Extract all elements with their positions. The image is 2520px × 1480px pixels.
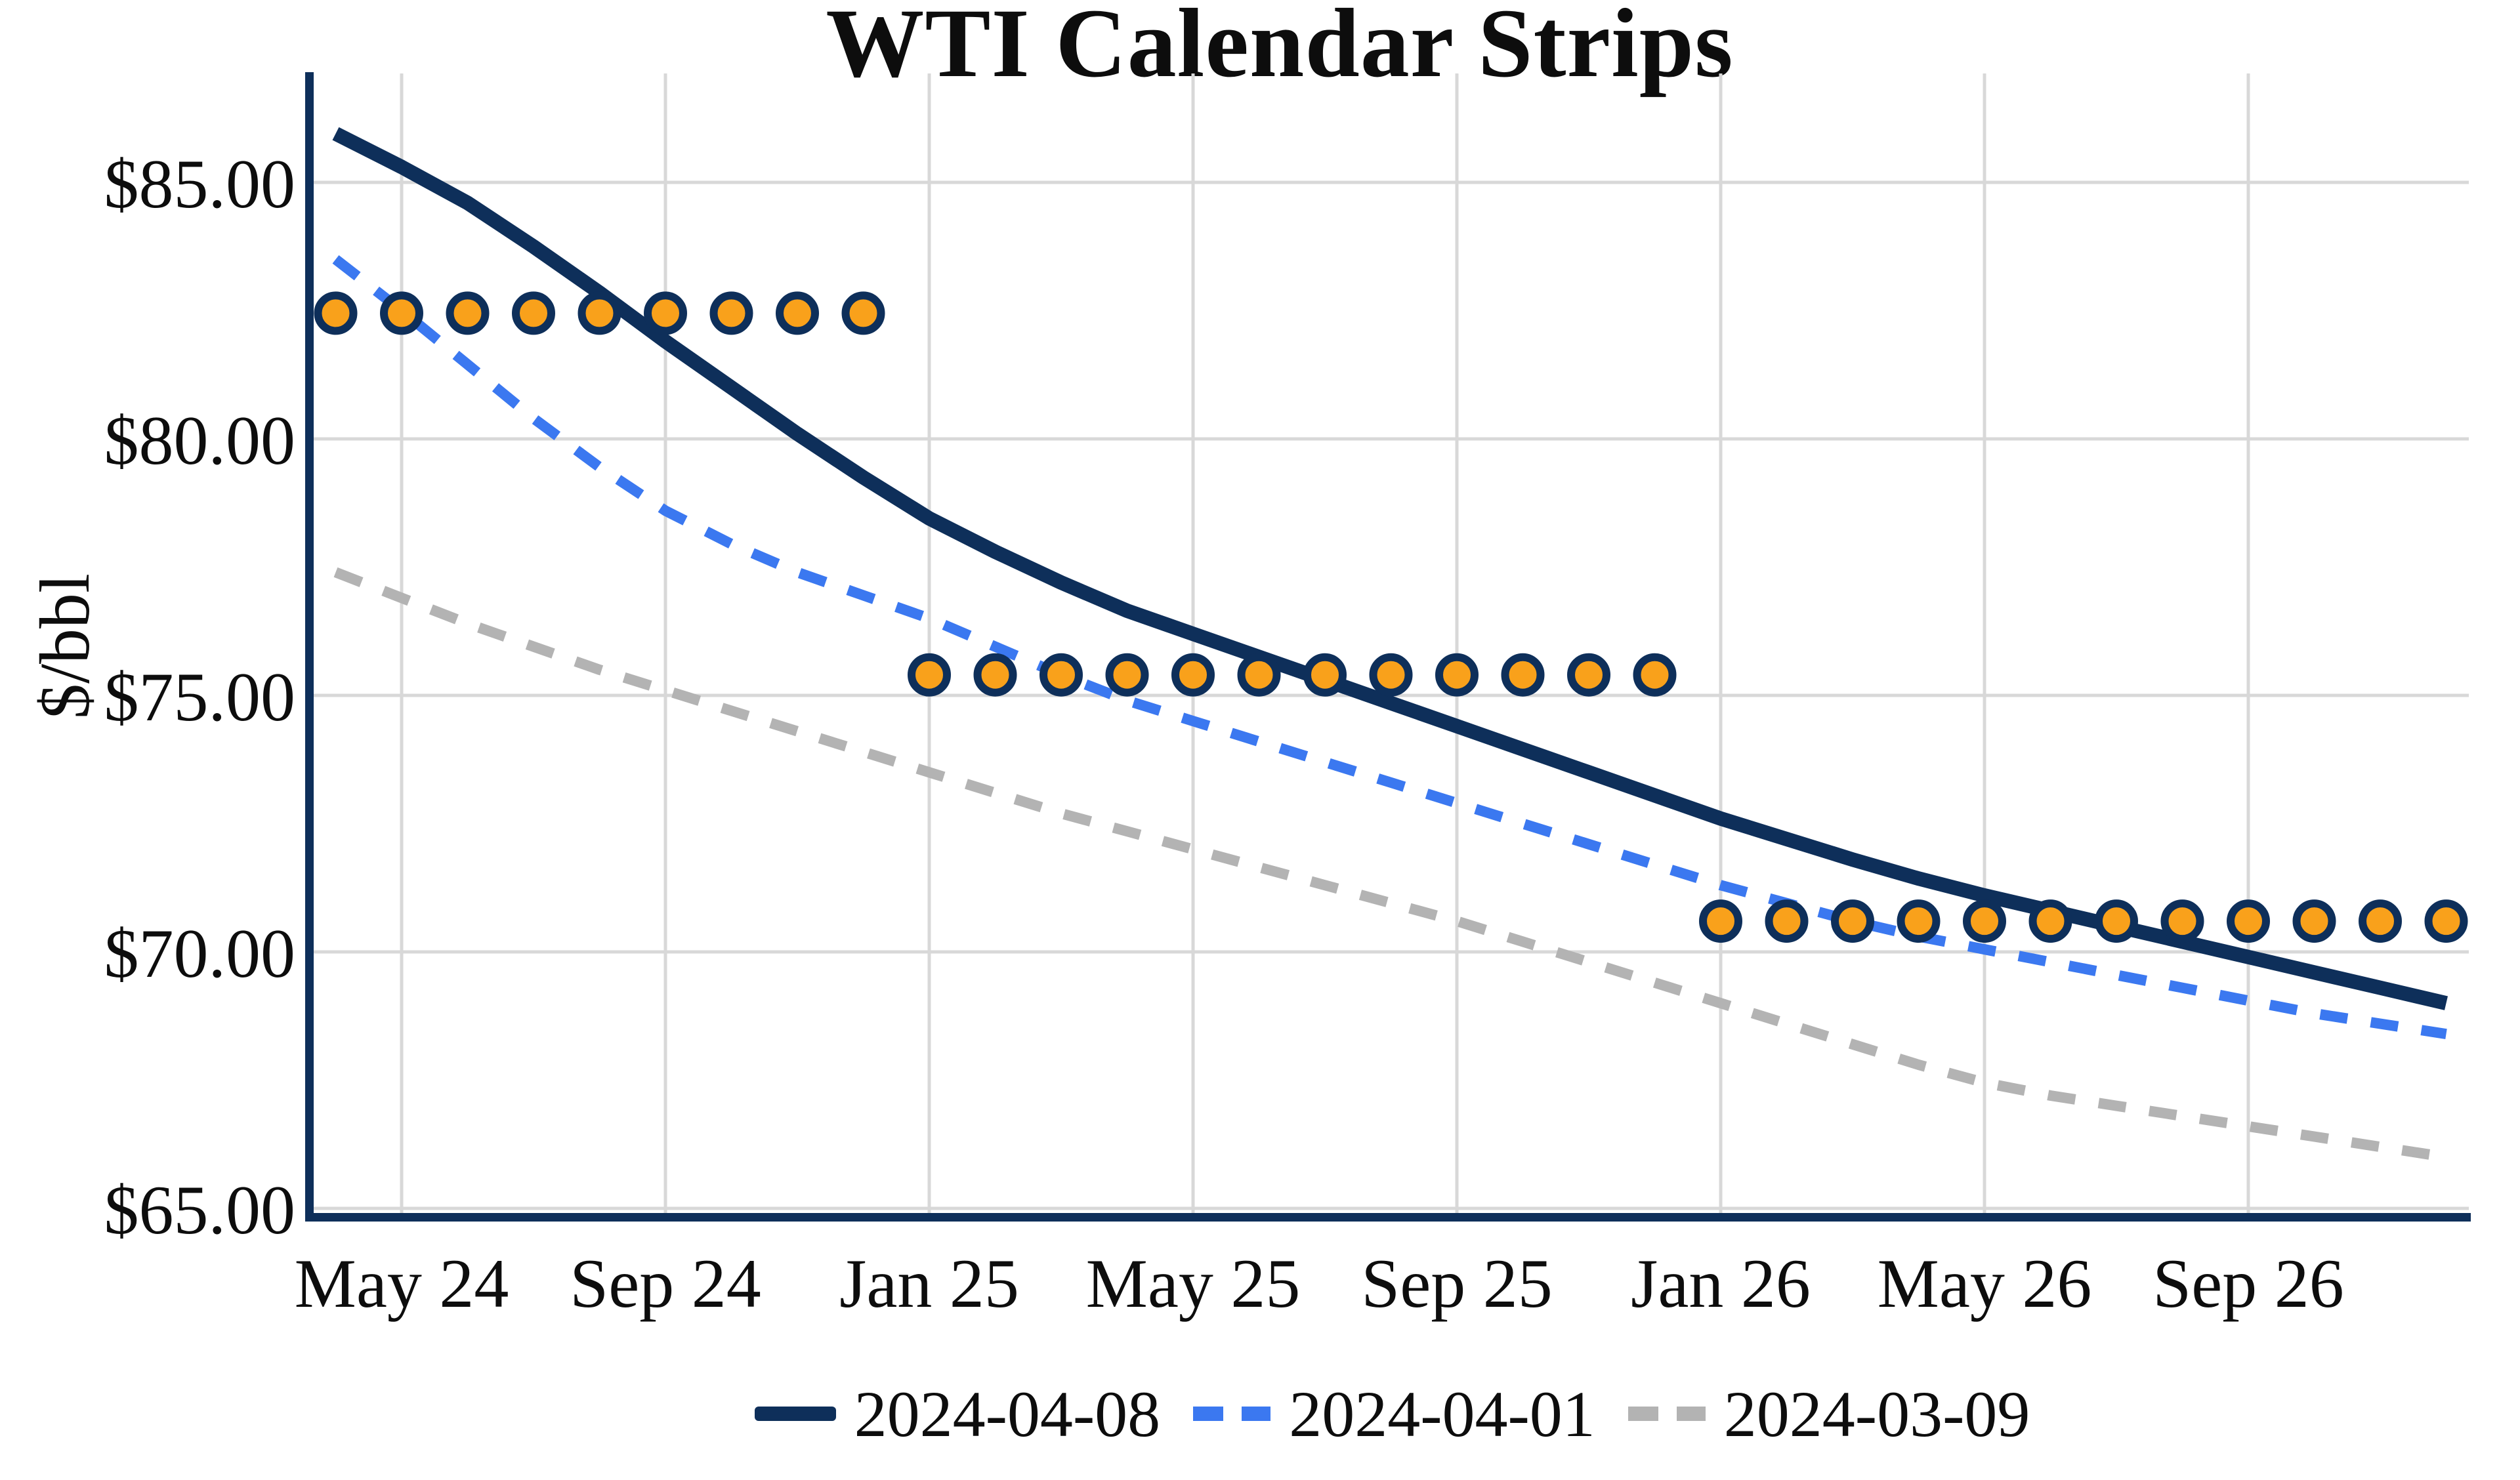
legend-item-label: 2024-03-09 (1723, 1377, 2030, 1450)
strip-marker (446, 291, 490, 335)
strip-marker (2095, 899, 2138, 943)
strip-marker (1237, 653, 1281, 697)
svg-text:Jan 26: Jan 26 (1631, 1245, 1811, 1322)
strip-marker (380, 291, 423, 335)
strip-marker (1963, 899, 2006, 943)
legend: 2024-04-08 2024-04-01 2024-03-09 (314, 1365, 2471, 1463)
legend-item-label: 2024-04-01 (1289, 1377, 1595, 1450)
strip-marker (973, 653, 1017, 697)
strip-marker (644, 291, 687, 335)
strip-marker (2160, 899, 2204, 943)
y-tick-labels: $85.00 $80.00 $75.00 $70.00 $65.00 (104, 146, 296, 1248)
strip-marker (1369, 653, 1413, 697)
legend-dashed-line-swatch (1628, 1407, 1706, 1421)
svg-text:May 24: May 24 (295, 1245, 509, 1322)
strip-marker (314, 291, 358, 335)
x-tick-labels: May 24 Sep 24 Jan 25 May 25 Sep 25 Jan 26 May … (295, 1245, 2344, 1322)
legend-item-2024-03-09: 2024-03-09 (1628, 1376, 2030, 1452)
strip-marker (1897, 899, 1941, 943)
series-line-2024-03-09 (333, 567, 2447, 1162)
gridlines (314, 73, 2469, 1218)
strip-marker (1040, 653, 1083, 697)
strip-marker (2292, 899, 2336, 943)
svg-text:Sep 24: Sep 24 (570, 1245, 761, 1322)
axis-spines (305, 72, 2471, 1222)
svg-text:$80.00: $80.00 (104, 402, 296, 479)
strip-marker (578, 291, 621, 335)
svg-text:Sep 25: Sep 25 (1361, 1245, 1553, 1322)
strip-marker (1699, 899, 1742, 943)
legend-dashed-line-swatch (1193, 1407, 1271, 1421)
svg-text:$85.00: $85.00 (104, 146, 296, 222)
strip-marker (841, 291, 885, 335)
svg-text:Sep 26: Sep 26 (2152, 1245, 2344, 1322)
strip-marker (1501, 653, 1545, 697)
legend-item-2024-04-08: 2024-04-08 (754, 1376, 1161, 1452)
strip-marker (1105, 653, 1149, 697)
strip-marker (1765, 899, 1809, 943)
strip-marker (1633, 653, 1677, 697)
svg-text:$75.00: $75.00 (104, 659, 296, 735)
legend-item-label: 2024-04-08 (854, 1377, 1161, 1450)
strip-marker (512, 291, 555, 335)
strip-marker (709, 291, 753, 335)
strip-marker (1831, 899, 1874, 943)
strip-marker (2359, 899, 2402, 943)
legend-item-2024-04-01: 2024-04-01 (1193, 1376, 1595, 1452)
strip-marker (1303, 653, 1347, 697)
svg-text:Jan 25: Jan 25 (839, 1245, 1019, 1322)
chart-title: WTI Calendar Strips (826, 0, 1734, 98)
svg-text:$70.00: $70.00 (104, 915, 296, 992)
strip-marker (776, 291, 819, 335)
strip-marker (2424, 899, 2468, 943)
legend-solid-line-swatch (754, 1407, 836, 1421)
strip-marker (1171, 653, 1215, 697)
strip-marker (908, 653, 951, 697)
strip-marker (2227, 899, 2270, 943)
strip-marker (2028, 899, 2072, 943)
series-line-2024-04-08 (332, 127, 2448, 1010)
svg-text:May 25: May 25 (1086, 1245, 1301, 1322)
svg-text:May 26: May 26 (1878, 1245, 2092, 1322)
strip-marker (1435, 653, 1479, 697)
strip-marker (1567, 653, 1610, 697)
strip-markers (314, 291, 2468, 943)
series-line-2024-04-01 (332, 255, 2447, 1040)
series-lines (332, 127, 2448, 1162)
svg-text:$65.00: $65.00 (104, 1172, 296, 1248)
